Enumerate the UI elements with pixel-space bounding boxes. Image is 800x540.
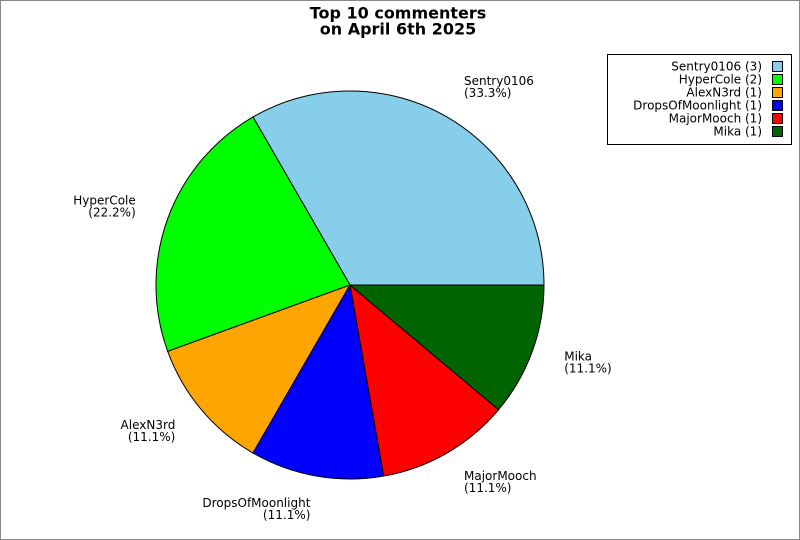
slice-label: Sentry0106 <box>464 74 534 88</box>
chart-subtitle: on April 6th 2025 <box>320 20 477 39</box>
legend-label: AlexN3rd (1) <box>686 86 762 100</box>
legend-swatch <box>772 87 783 98</box>
legend-label: Sentry0106 (3) <box>671 60 762 74</box>
slice-label: DropsOfMoonlight <box>202 496 310 510</box>
slice-percent: (11.1%) <box>263 508 310 522</box>
slice-label: HyperCole <box>73 194 136 208</box>
slice-percent: (11.1%) <box>128 430 175 444</box>
pie-slice <box>349 283 500 477</box>
chart-title: Top 10 commenters <box>310 4 487 23</box>
legend-swatch <box>772 61 783 72</box>
slice-percent: (11.1%) <box>464 481 511 495</box>
pie-slice <box>167 284 352 454</box>
legend-swatch <box>772 126 783 137</box>
pie-slice <box>252 283 385 480</box>
legend-swatch <box>772 113 783 124</box>
pie-slice <box>155 116 351 352</box>
legend-label: MajorMooch (1) <box>669 112 762 126</box>
legend-label: DropsOfMoonlight (1) <box>633 99 762 113</box>
legend-swatch <box>772 74 783 85</box>
legend-swatch <box>772 100 783 111</box>
slice-label: AlexN3rd <box>121 418 176 432</box>
legend-box <box>607 54 792 145</box>
legend-label: HyperCole (2) <box>679 73 762 87</box>
pie-slice <box>252 90 545 286</box>
pie-slice <box>348 284 545 411</box>
slice-percent: (22.2%) <box>88 206 135 220</box>
slice-label: Mika <box>564 349 592 363</box>
legend-label: Mika (1) <box>713 125 762 139</box>
slice-percent: (11.1%) <box>564 361 611 375</box>
slice-label: MajorMooch <box>464 469 537 483</box>
slice-percent: (33.3%) <box>464 86 511 100</box>
